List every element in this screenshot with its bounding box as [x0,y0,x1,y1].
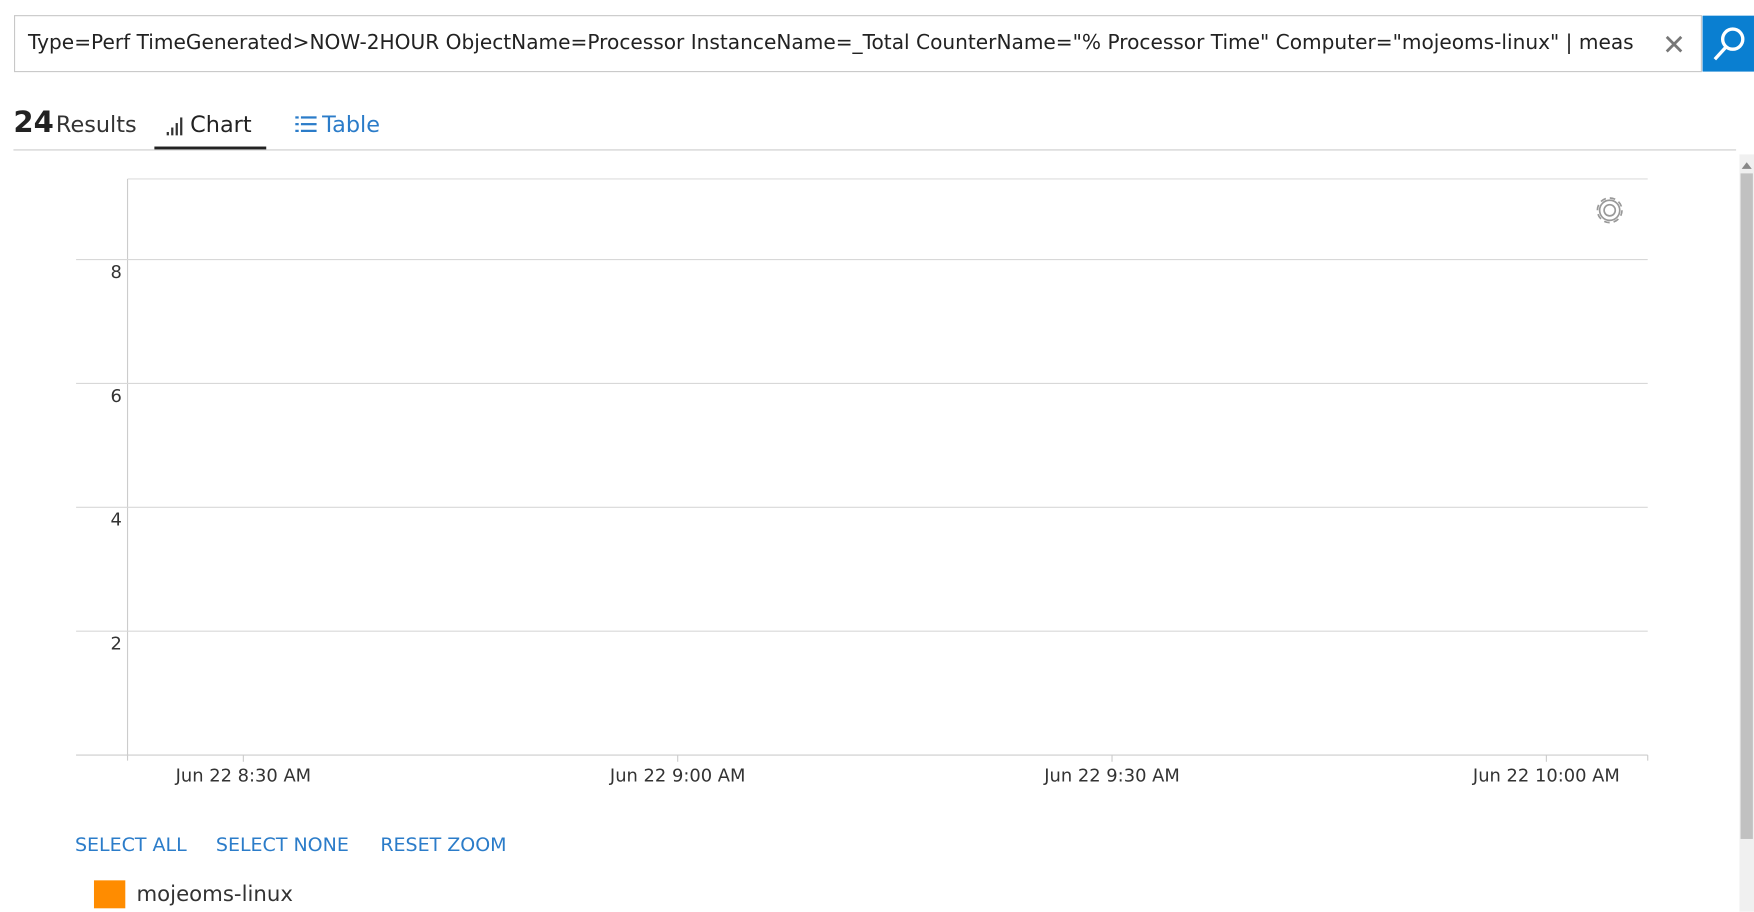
legend-swatch [93,880,126,909]
search-button[interactable] [1702,15,1754,72]
search-box[interactable] [13,15,1702,73]
settings-icon[interactable] [1596,197,1623,224]
chart-tab[interactable]: Chart [190,112,252,138]
result-label: Results [56,112,137,138]
tab-underline [154,146,267,150]
y-tick-label: 2 [111,634,122,655]
clear-button[interactable] [1665,35,1683,53]
scrollbar-thumb[interactable] [1740,173,1753,839]
scroll-up[interactable] [1741,162,1752,169]
select-all-link[interactable]: SELECT ALL [75,834,187,856]
x-tick-label: Jun 22 10:00 AM [1472,765,1620,786]
table-tab[interactable]: Table [321,112,380,138]
y-tick-label: 8 [111,262,122,283]
search-icon [1713,27,1745,61]
x-tick-label: Jun 22 8:30 AM [175,765,312,786]
query-text: Type=Perf TimeGenerated>NOW-2HOUR Object… [27,30,1634,54]
chart-tab-icon [166,117,183,136]
chart: 2 4 6 8 Jun 22 8:30 AM Jun 22 9:00 AM Jun 22 9… [76,178,1649,786]
legend-label: mojeoms-linux [136,882,292,907]
x-tick-label: Jun 22 9:00 AM [609,765,746,786]
select-none-link[interactable]: SELECT NONE [216,834,349,856]
table-tab-icon [295,116,317,132]
x-tick-label: Jun 22 9:30 AM [1043,765,1180,786]
result-count: 24 [13,105,53,139]
reset-zoom-link[interactable]: RESET ZOOM [380,834,506,856]
y-tick-label: 4 [111,510,122,531]
y-tick-label: 6 [111,386,122,407]
